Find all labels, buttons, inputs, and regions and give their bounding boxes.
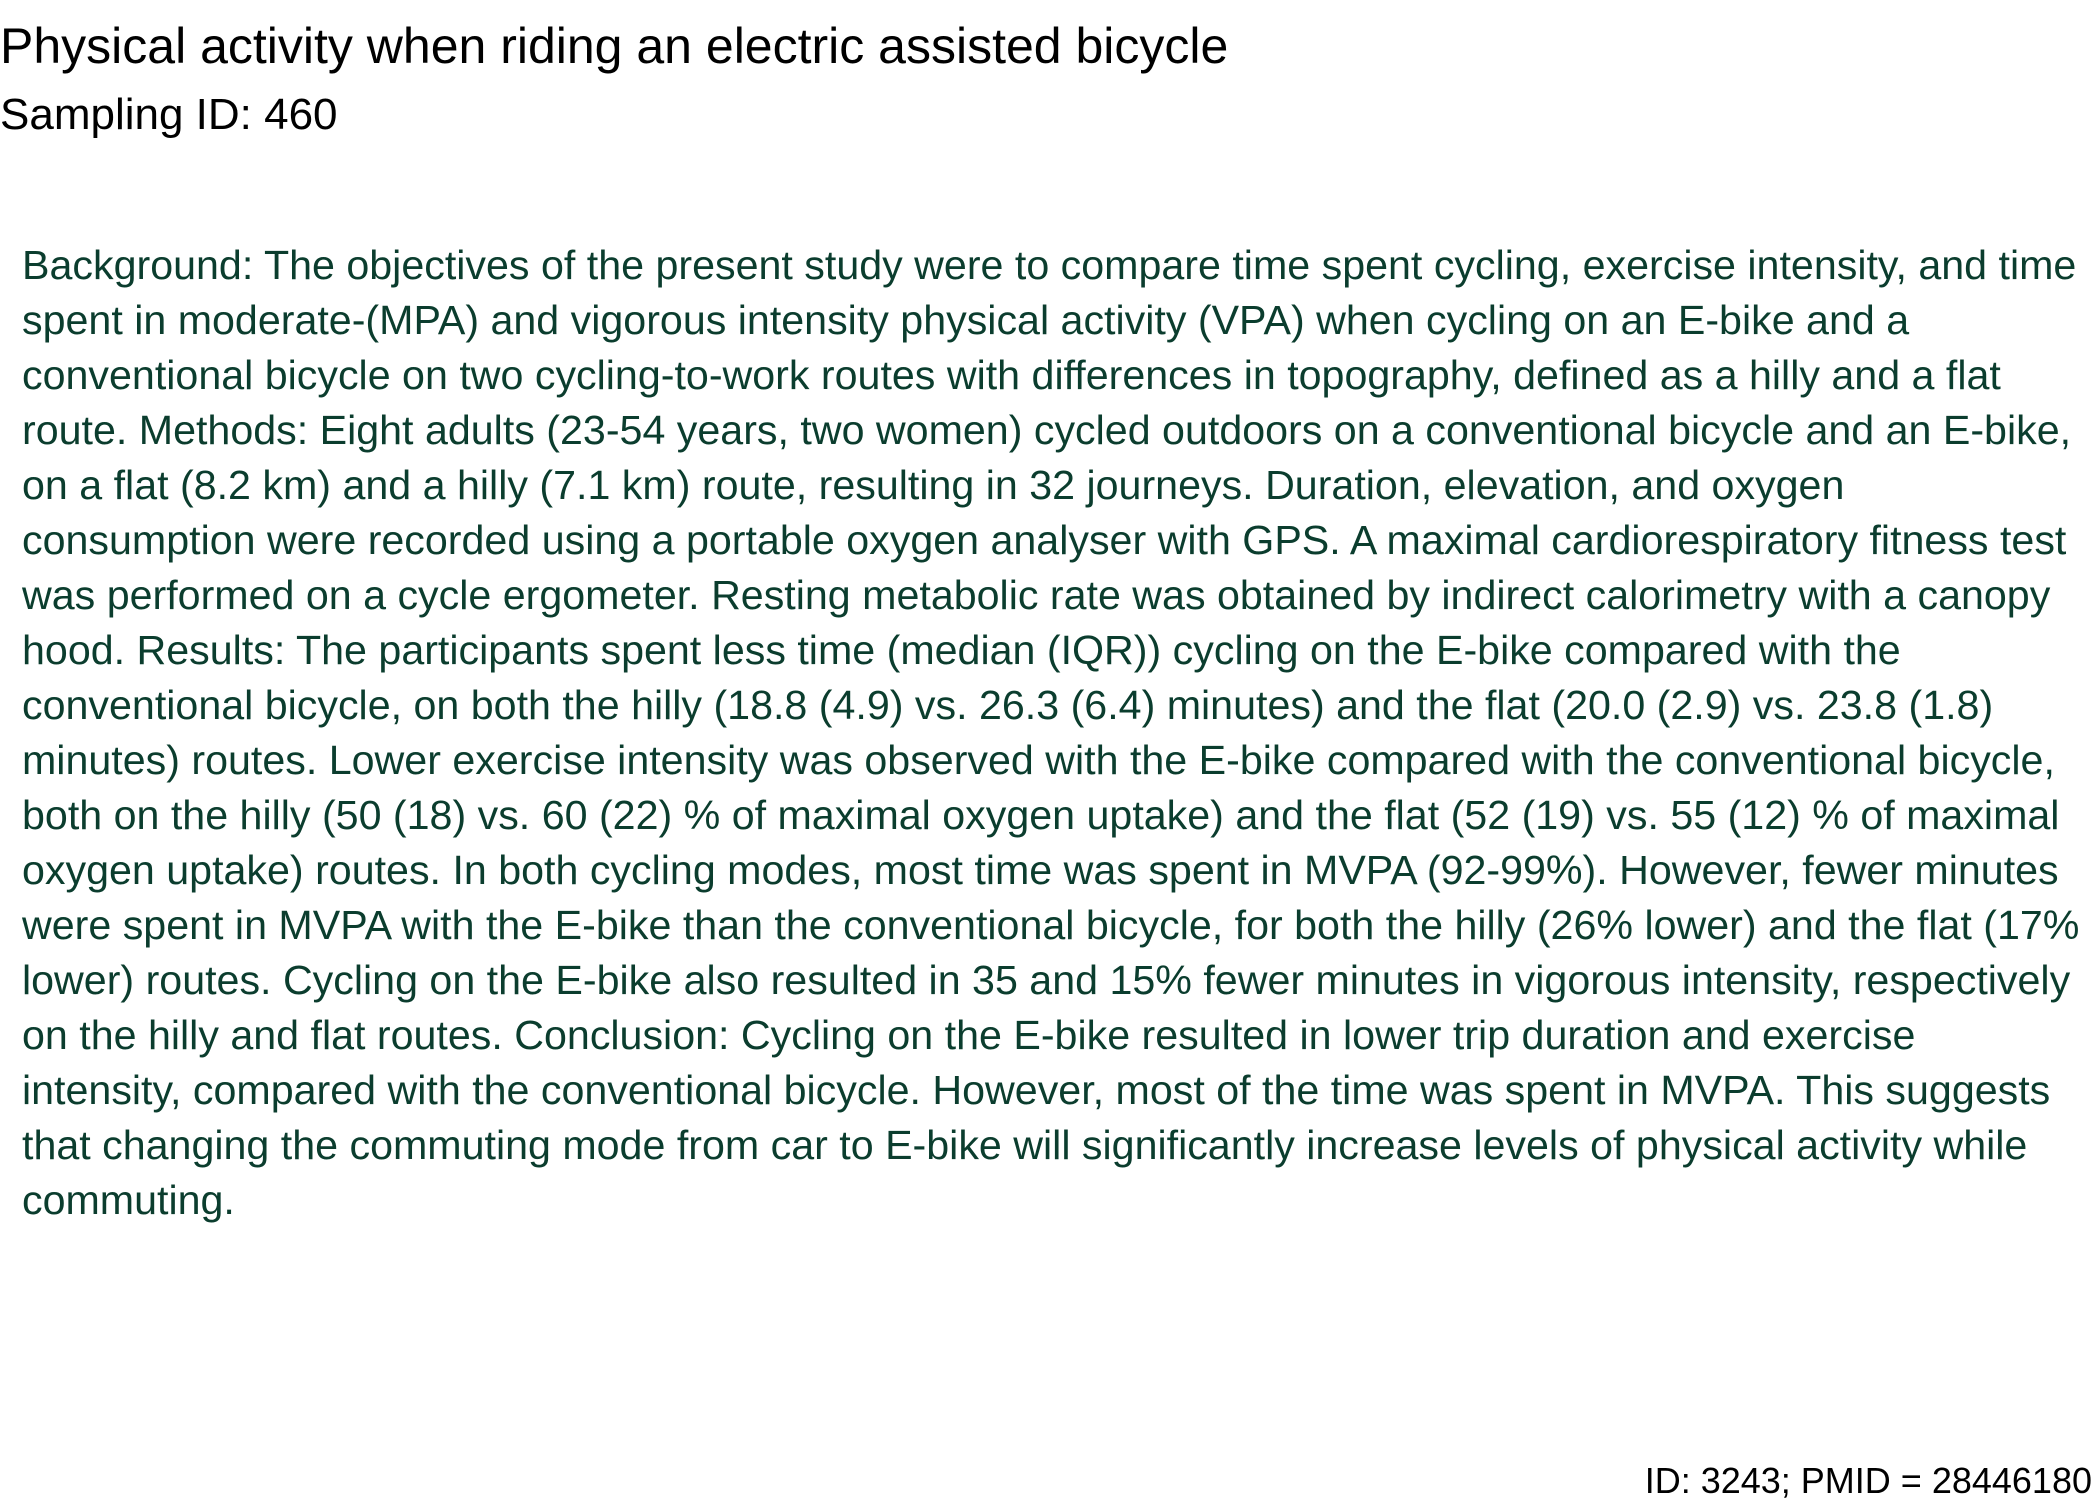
abstract-text: Background: The objectives of the presen… (22, 242, 2080, 1223)
sampling-id: Sampling ID: 460 (0, 90, 338, 139)
page-title: Physical activity when riding an electri… (0, 18, 1229, 74)
document-id-footer: ID: 3243; PMID = 28446180 (1644, 1460, 2092, 1501)
